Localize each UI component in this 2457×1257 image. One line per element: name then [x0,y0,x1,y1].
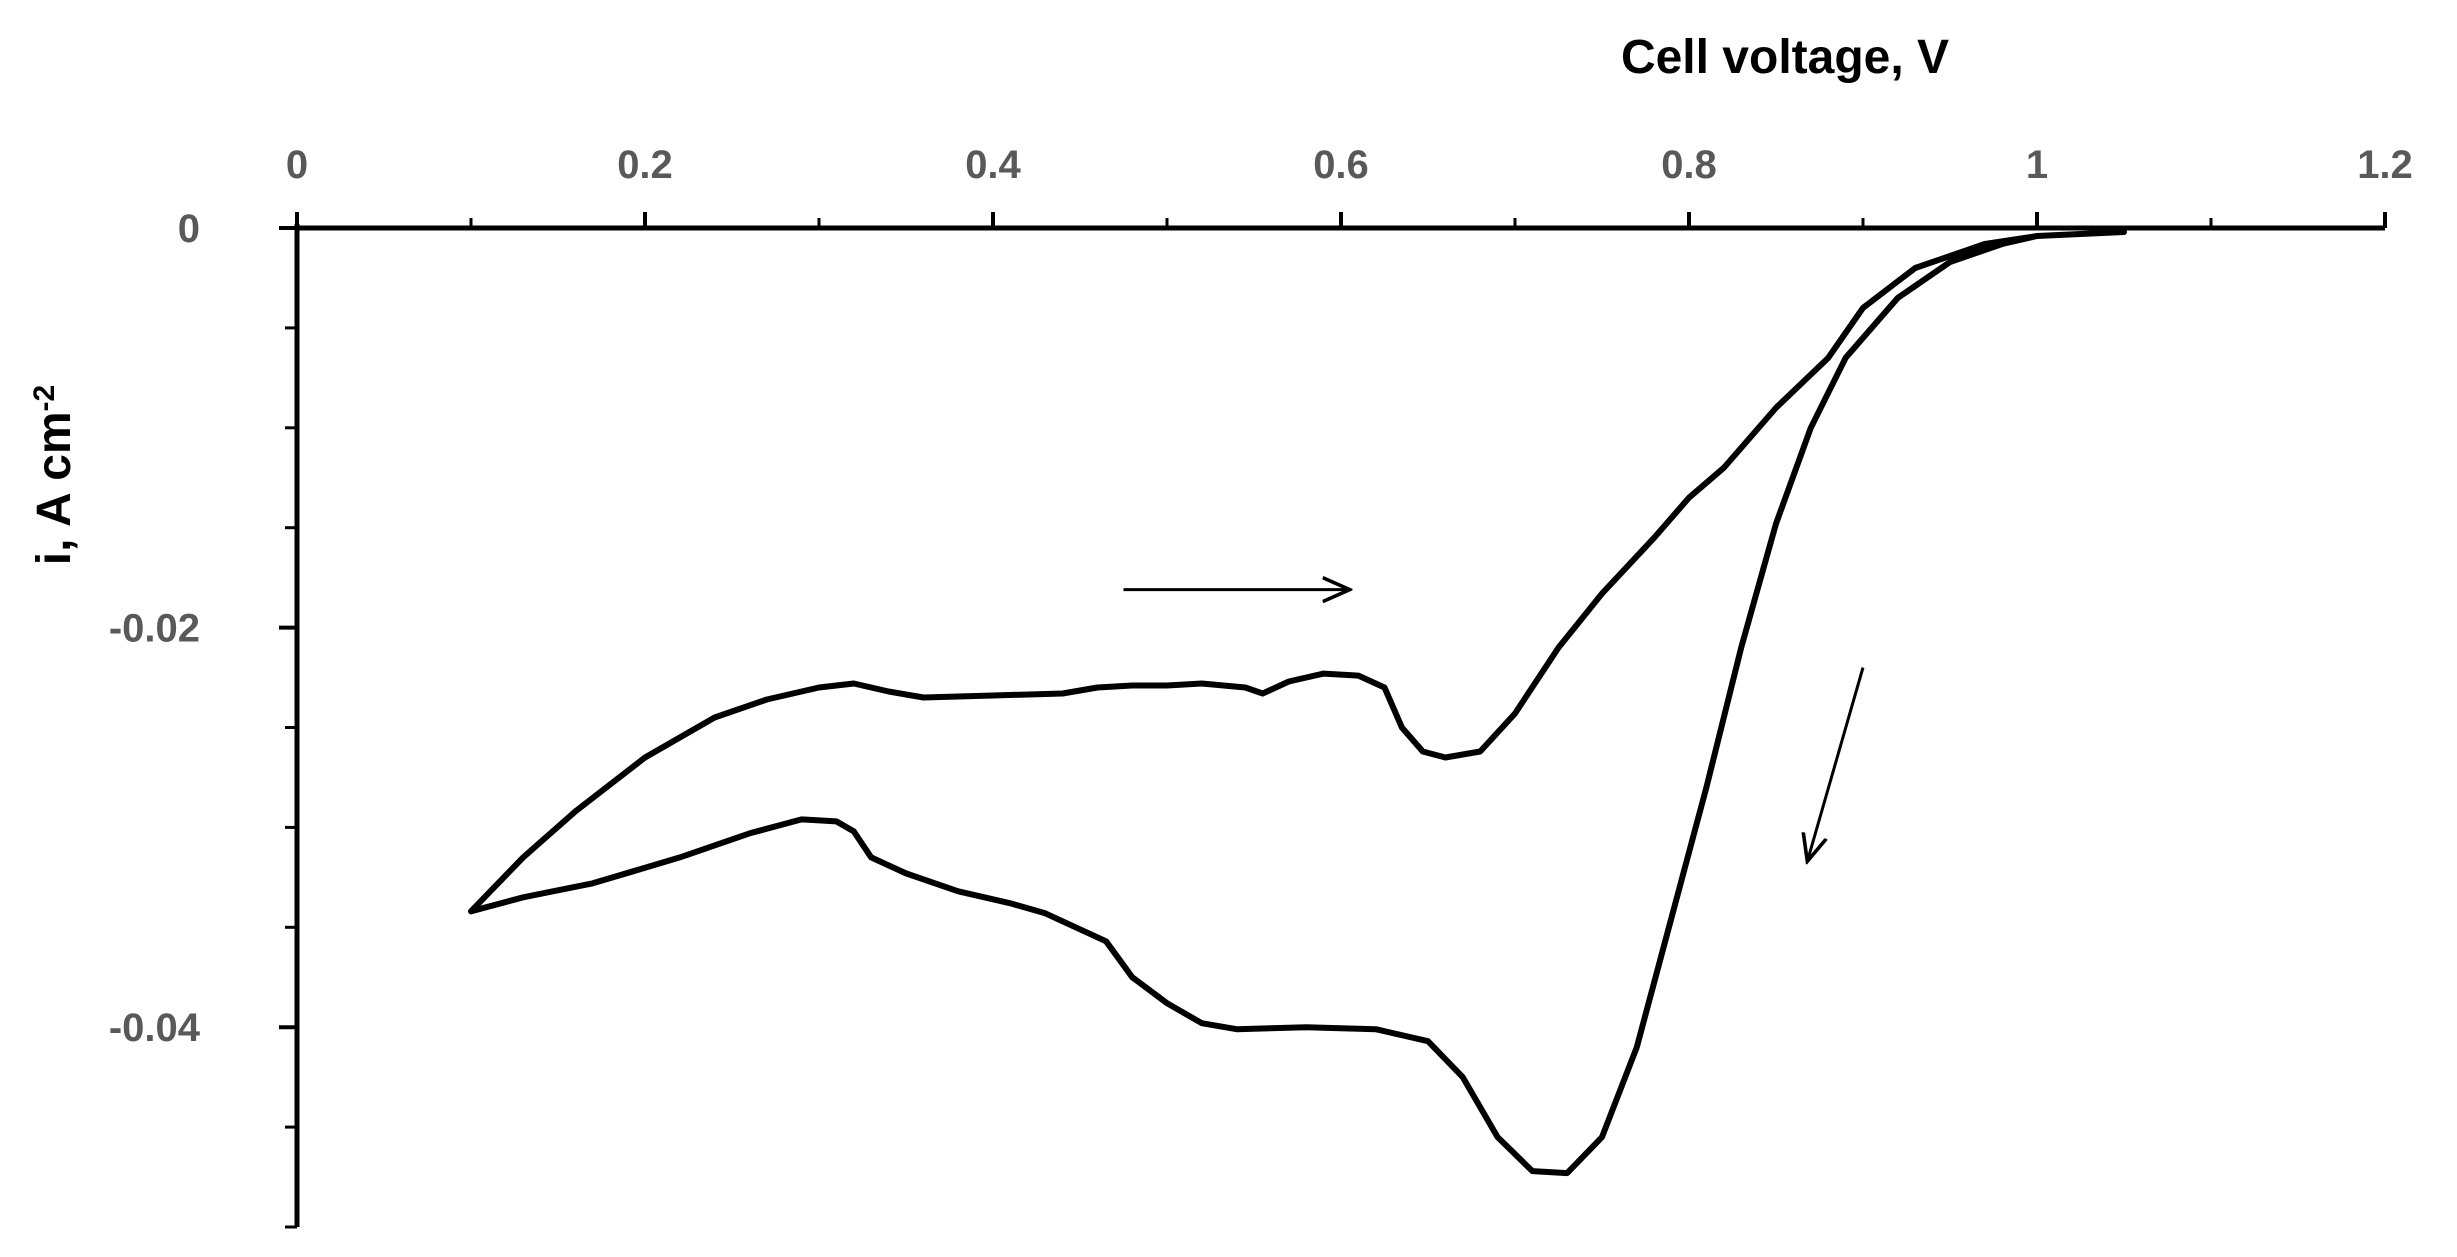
plot-area [468,229,2127,1177]
x-tick-label: 1.2 [2357,143,2413,187]
x-tick-label: 0.8 [1661,143,1717,187]
y-axis-title-superscript: -2 [28,385,61,412]
y-tick-label: 0 [178,207,200,251]
x-tick-label: 0.2 [617,143,673,187]
x-tick-label: 0.4 [965,143,1021,187]
x-axis-title: Cell voltage, V [1621,31,1949,84]
y-tick-label: -0.04 [109,1006,201,1050]
y-tick-label: -0.02 [109,607,200,651]
y-axis-title: i, A cm-2 [28,385,82,566]
scan-direction-arrow-down-left [1807,667,1865,862]
x-tick-label: 0 [286,143,308,187]
axes: 0 0.2 0.4 0.6 0.8 1 1.2 0 -0.02 -0.04 [109,143,2413,1229]
y-axis-title-main: i, A cm [28,411,81,565]
x-tick-label: 0.6 [1313,143,1369,187]
x-tick-label: 1 [2026,143,2048,187]
voltammetry-curve [468,229,2127,1177]
